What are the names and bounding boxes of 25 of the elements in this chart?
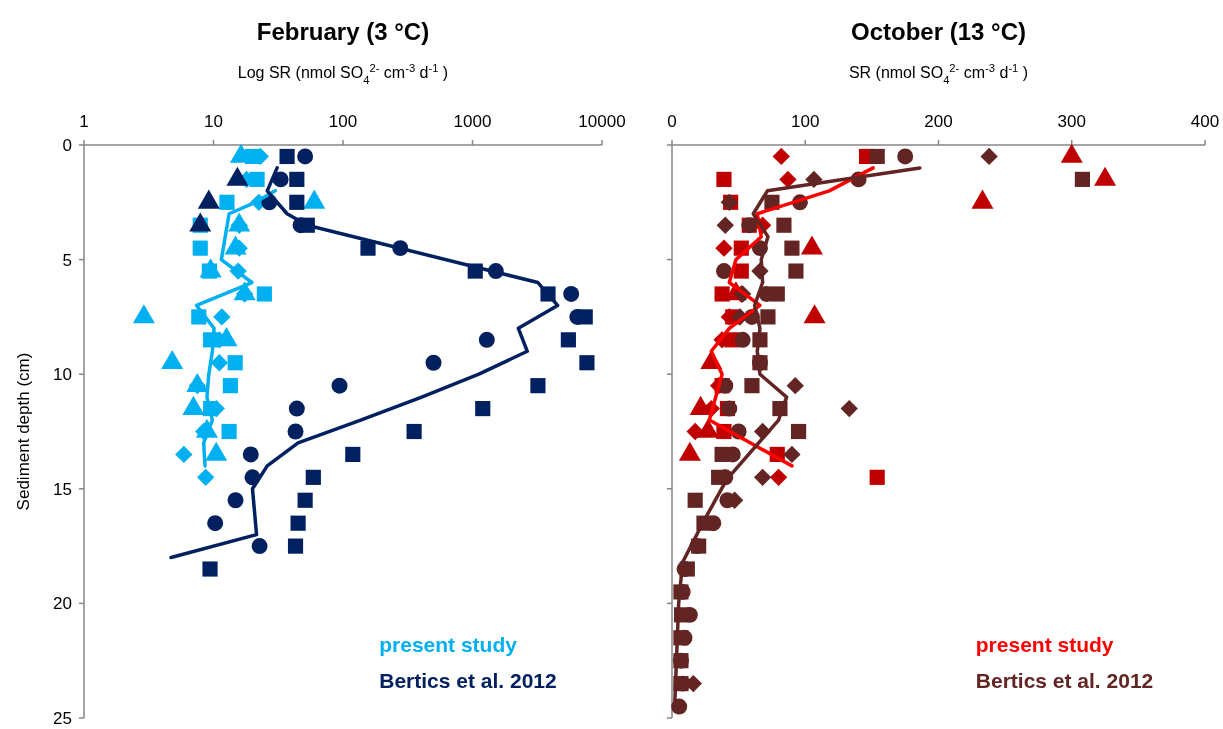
- x-tick-label: 1: [79, 112, 89, 131]
- x-tick-label: 400: [1190, 112, 1220, 131]
- x-axis-title: Log SR (nmol SO$_{4}$$^{2-}$ cm$^{-3}$ d$^{-1}$ ): [237, 62, 449, 86]
- y-tick-label: 15: [53, 479, 72, 499]
- y-tick-label: 0: [62, 136, 72, 155]
- text: present study: [379, 633, 518, 656]
- x-tick-label: 10000: [578, 112, 626, 131]
- y-tick-label: 10: [53, 365, 72, 385]
- text: Bertics et al. 2012: [379, 669, 557, 692]
- x-tick-label: 300: [1057, 112, 1086, 131]
- x-tick-label: 0: [667, 112, 677, 131]
- chart-title: February (3 °C): [256, 18, 430, 45]
- y-tick-label: 25: [53, 709, 72, 728]
- y-tick-label: 5: [62, 250, 72, 270]
- x-tick-label: 200: [924, 112, 953, 131]
- x-tick-label: 100: [791, 112, 820, 131]
- x-tick-label: 100: [328, 112, 358, 131]
- y-axis-title: Sediment depth (cm): [14, 352, 33, 511]
- chart-title: October (13 °C): [851, 18, 1026, 45]
- x-tick-label: 1000: [453, 112, 492, 131]
- text: Bertics et al. 2012: [975, 669, 1154, 692]
- text: present study: [975, 633, 1114, 656]
- x-tick-label: 10: [204, 112, 223, 131]
- x-axis-title: SR (nmol SO$_{4}$$^{2-}$ cm$^{-3}$ d$^{-1}$ ): [848, 62, 1029, 86]
- y-tick-label: 20: [53, 594, 72, 614]
